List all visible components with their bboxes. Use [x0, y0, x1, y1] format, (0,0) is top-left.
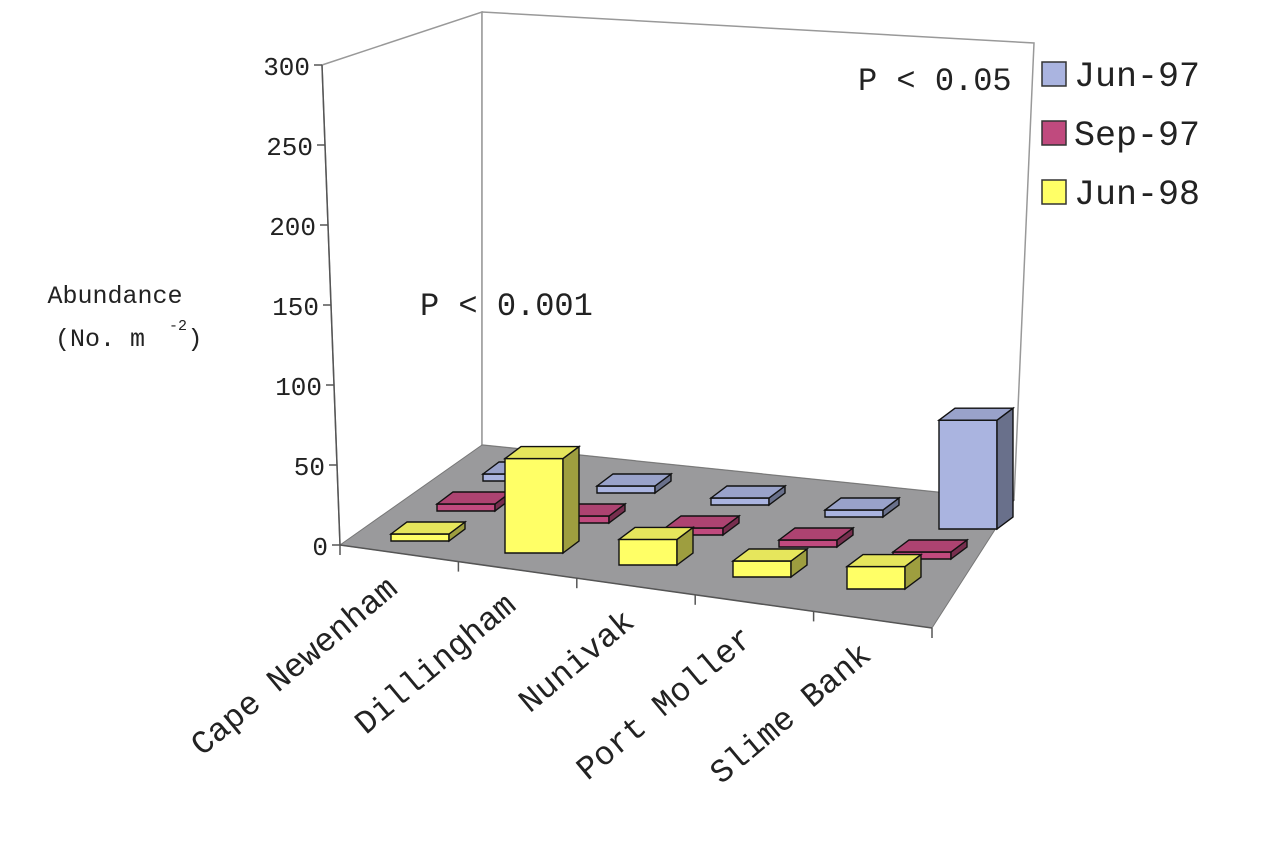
bar-top-face	[708, 485, 788, 499]
y-tick-label: 0	[312, 533, 328, 563]
legend-swatch-jun97	[1041, 61, 1067, 87]
x-tick-label: Nunivak	[512, 604, 642, 721]
y-tick-label: 50	[294, 453, 325, 483]
y-axis-unit-exponent: -2	[169, 318, 187, 335]
bar-front-face	[938, 419, 998, 530]
legend-swatch-jun98	[1041, 179, 1067, 205]
bar-top-face	[822, 497, 902, 511]
bar-front-face	[596, 485, 656, 494]
y-tick-label: 250	[266, 133, 313, 163]
y-tick-label: 150	[272, 293, 319, 323]
bar-front-face	[778, 539, 838, 548]
bar-front-face	[846, 565, 906, 590]
bars-layer	[388, 406, 1016, 591]
bar-top-face	[730, 548, 810, 562]
annotation-p-001: P < 0.001	[420, 288, 593, 325]
bar-top-face	[844, 553, 924, 568]
bar-top-face	[890, 539, 970, 553]
bar-front-face	[504, 457, 564, 554]
y-axis-unit: (No. m	[55, 325, 145, 354]
bar-front-face	[710, 497, 770, 506]
bar-side-face	[996, 406, 1014, 531]
bar-Jun-97-1	[594, 472, 674, 495]
bar-Jun-98-3	[730, 547, 810, 579]
y-axis-ticks: 0 50 100 150 200 250 300	[263, 53, 340, 563]
y-axis-label: Abundance	[47, 282, 182, 311]
bar-top-face	[502, 445, 582, 460]
legend-swatch-sep97	[1041, 120, 1067, 146]
bar-Jun-97-3	[822, 496, 902, 519]
y-axis-unit-close: )	[187, 325, 202, 354]
bar-Sep-97-0	[434, 490, 514, 513]
bar-front-face	[390, 533, 450, 542]
y-tick-label: 300	[263, 53, 310, 83]
bar-top-face	[776, 527, 856, 541]
legend-label-jun97: Jun-97	[1074, 57, 1200, 97]
bar-front-face	[824, 509, 884, 518]
bar-top-face	[388, 521, 468, 535]
bar-front-face	[436, 503, 496, 512]
bar-front-face	[618, 538, 678, 566]
bar-Jun-98-4	[844, 553, 924, 591]
legend-label-sep97: Sep-97	[1074, 116, 1200, 156]
bar-Jun-97-2	[708, 484, 788, 507]
bar-top-face	[936, 407, 1016, 421]
bar-side-face	[562, 445, 580, 555]
bar-front-face	[732, 560, 792, 578]
legend: Jun-97 Sep-97 Jun-98	[1041, 57, 1200, 215]
bar-top-face	[594, 473, 674, 487]
bar-Jun-98-1	[502, 445, 582, 555]
bar-Jun-98-2	[616, 526, 696, 567]
y-tick-label: 100	[275, 373, 322, 403]
legend-label-jun98: Jun-98	[1074, 175, 1200, 215]
x-axis-line	[339, 544, 933, 629]
bar-top-face	[616, 526, 696, 541]
bar-Sep-97-3	[776, 526, 856, 549]
y-tick-label: 200	[269, 213, 316, 243]
bar-Jun-97-4	[936, 406, 1016, 531]
bar-Jun-98-0	[388, 520, 468, 543]
bar-Sep-97-4	[890, 538, 970, 561]
bar-top-face	[662, 515, 742, 529]
annotation-p-05: P < 0.05	[858, 63, 1012, 100]
